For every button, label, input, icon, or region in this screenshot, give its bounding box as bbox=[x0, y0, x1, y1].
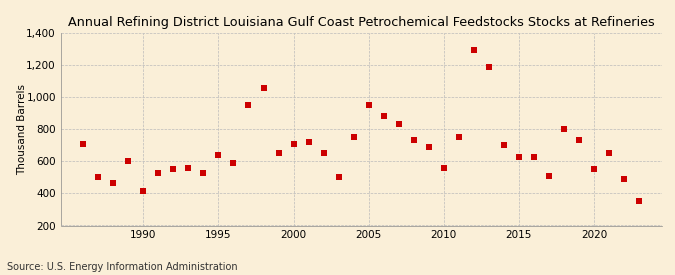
Point bbox=[78, 141, 88, 146]
Point bbox=[138, 189, 148, 193]
Point bbox=[438, 166, 449, 170]
Point bbox=[168, 167, 179, 172]
Point bbox=[243, 103, 254, 107]
Point bbox=[589, 167, 599, 172]
Point bbox=[603, 150, 614, 155]
Point bbox=[303, 140, 314, 144]
Point bbox=[108, 181, 119, 185]
Point bbox=[258, 85, 269, 90]
Point bbox=[423, 145, 434, 149]
Point bbox=[378, 114, 389, 119]
Point bbox=[394, 122, 404, 127]
Title: Annual Refining District Louisiana Gulf Coast Petrochemical Feedstocks Stocks at: Annual Refining District Louisiana Gulf … bbox=[68, 16, 655, 29]
Point bbox=[333, 175, 344, 180]
Point bbox=[558, 127, 569, 131]
Text: Source: U.S. Energy Information Administration: Source: U.S. Energy Information Administ… bbox=[7, 262, 238, 272]
Point bbox=[574, 138, 585, 143]
Point bbox=[454, 135, 464, 139]
Point bbox=[183, 166, 194, 170]
Point bbox=[618, 177, 629, 181]
Point bbox=[153, 170, 164, 175]
Point bbox=[529, 155, 539, 160]
Point bbox=[514, 155, 524, 160]
Point bbox=[213, 153, 224, 157]
Point bbox=[318, 151, 329, 155]
Point bbox=[273, 151, 284, 155]
Point bbox=[348, 135, 359, 139]
Point bbox=[498, 143, 509, 147]
Point bbox=[228, 161, 239, 165]
Point bbox=[634, 199, 645, 204]
Point bbox=[363, 103, 374, 107]
Point bbox=[198, 170, 209, 175]
Point bbox=[543, 174, 554, 178]
Point bbox=[93, 175, 104, 180]
Y-axis label: Thousand Barrels: Thousand Barrels bbox=[17, 84, 27, 175]
Point bbox=[288, 141, 299, 146]
Point bbox=[408, 138, 419, 142]
Point bbox=[123, 159, 134, 164]
Point bbox=[468, 48, 479, 52]
Point bbox=[483, 64, 494, 69]
